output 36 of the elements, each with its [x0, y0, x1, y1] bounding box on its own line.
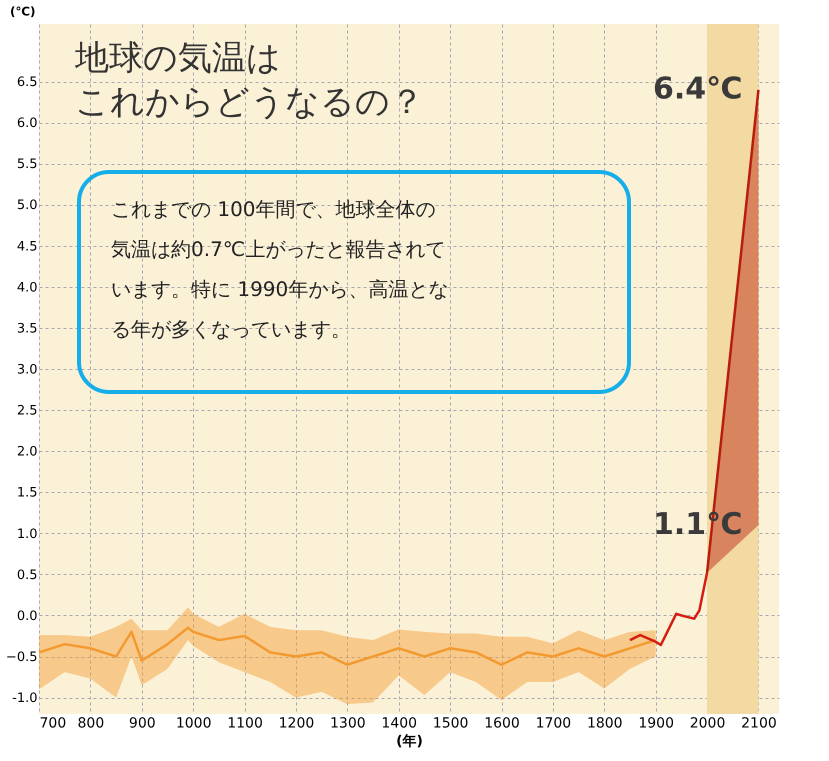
x-tick-label: 1100: [227, 716, 263, 732]
x-tick-label: 1400: [381, 716, 418, 732]
y-tick-label: 6.5: [16, 75, 38, 90]
y-tick-label: 0.0: [16, 608, 38, 624]
x-tick-label: 2100: [741, 716, 777, 732]
x-tick-label: 1200: [278, 716, 314, 732]
annotation: 6.4℃: [652, 72, 742, 107]
y-tick-label: -1.0: [12, 691, 38, 706]
y-tick-label: 2.5: [16, 404, 38, 419]
y-tick-label: 0.5: [16, 568, 38, 583]
x-tick-label: 1600: [484, 716, 520, 732]
x-tick-label: 1000: [176, 716, 212, 732]
x-tick-label: 900: [128, 716, 156, 732]
x-tick-label: 2000: [690, 716, 726, 732]
y-tick-label: 4.0: [16, 280, 38, 296]
y-axis-title: (℃): [10, 4, 36, 18]
y-tick-label: 3.5: [16, 321, 38, 336]
y-tick-label: 3.0: [16, 362, 38, 378]
x-tick-label: 1700: [536, 716, 572, 732]
y-tick-label: 1.0: [16, 526, 38, 542]
x-tick-label: 1300: [330, 716, 366, 732]
annotation: これまでの 100年間で、地球全体の気温は約0.7℃上がったと報告されています。特に 1990年から、高温となる年が多くなっています。: [111, 197, 448, 341]
x-tick-label: 700: [40, 716, 66, 732]
y-tick-label: 5.0: [16, 198, 38, 214]
y-tick-label: −0.5: [6, 650, 38, 665]
y-tick-label: 5.5: [16, 157, 38, 172]
y-tick-label: 6.0: [16, 116, 38, 132]
x-axis-title: (年): [396, 734, 423, 750]
x-tick-label: 1900: [638, 716, 674, 732]
y-tick-label: 2.0: [16, 444, 38, 460]
x-tick-label: 1500: [432, 716, 468, 732]
y-tick-label: 1.5: [16, 486, 38, 501]
x-tick-label: 1800: [586, 716, 623, 732]
y-tick-label: 4.5: [16, 239, 38, 254]
text: 地球の気温はこれからどうなるの？: [74, 38, 424, 122]
x-tick-label: 800: [78, 716, 104, 732]
